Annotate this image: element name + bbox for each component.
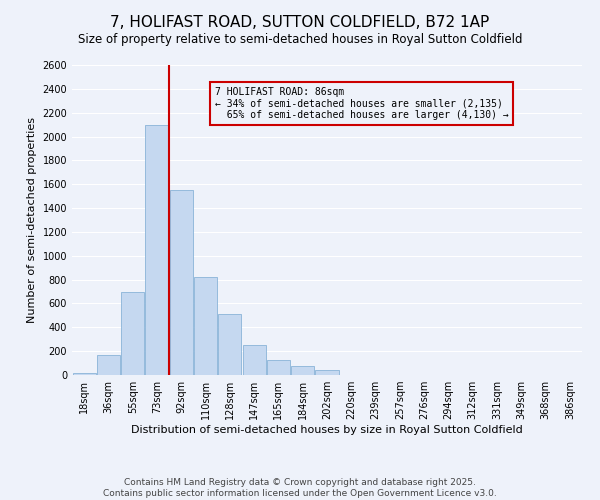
Bar [73, 372, 95, 375]
Text: 7, HOLIFAST ROAD, SUTTON COLDFIELD, B72 1AP: 7, HOLIFAST ROAD, SUTTON COLDFIELD, B72 … [110, 15, 490, 30]
Bar [242, 344, 266, 375]
Bar [291, 366, 314, 375]
X-axis label: Distribution of semi-detached houses by size in Royal Sutton Coldfield: Distribution of semi-detached houses by … [131, 425, 523, 435]
Text: Contains HM Land Registry data © Crown copyright and database right 2025.
Contai: Contains HM Land Registry data © Crown c… [103, 478, 497, 498]
Bar [194, 277, 217, 375]
Bar [145, 124, 169, 375]
Bar [97, 354, 120, 375]
Bar [121, 292, 144, 375]
Y-axis label: Number of semi-detached properties: Number of semi-detached properties [27, 117, 37, 323]
Bar [267, 360, 290, 375]
Text: Size of property relative to semi-detached houses in Royal Sutton Coldfield: Size of property relative to semi-detach… [78, 32, 522, 46]
Bar [316, 370, 338, 375]
Text: 7 HOLIFAST ROAD: 86sqm
← 34% of semi-detached houses are smaller (2,135)
  65% o: 7 HOLIFAST ROAD: 86sqm ← 34% of semi-det… [215, 86, 509, 120]
Bar [218, 314, 241, 375]
Bar [170, 190, 193, 375]
